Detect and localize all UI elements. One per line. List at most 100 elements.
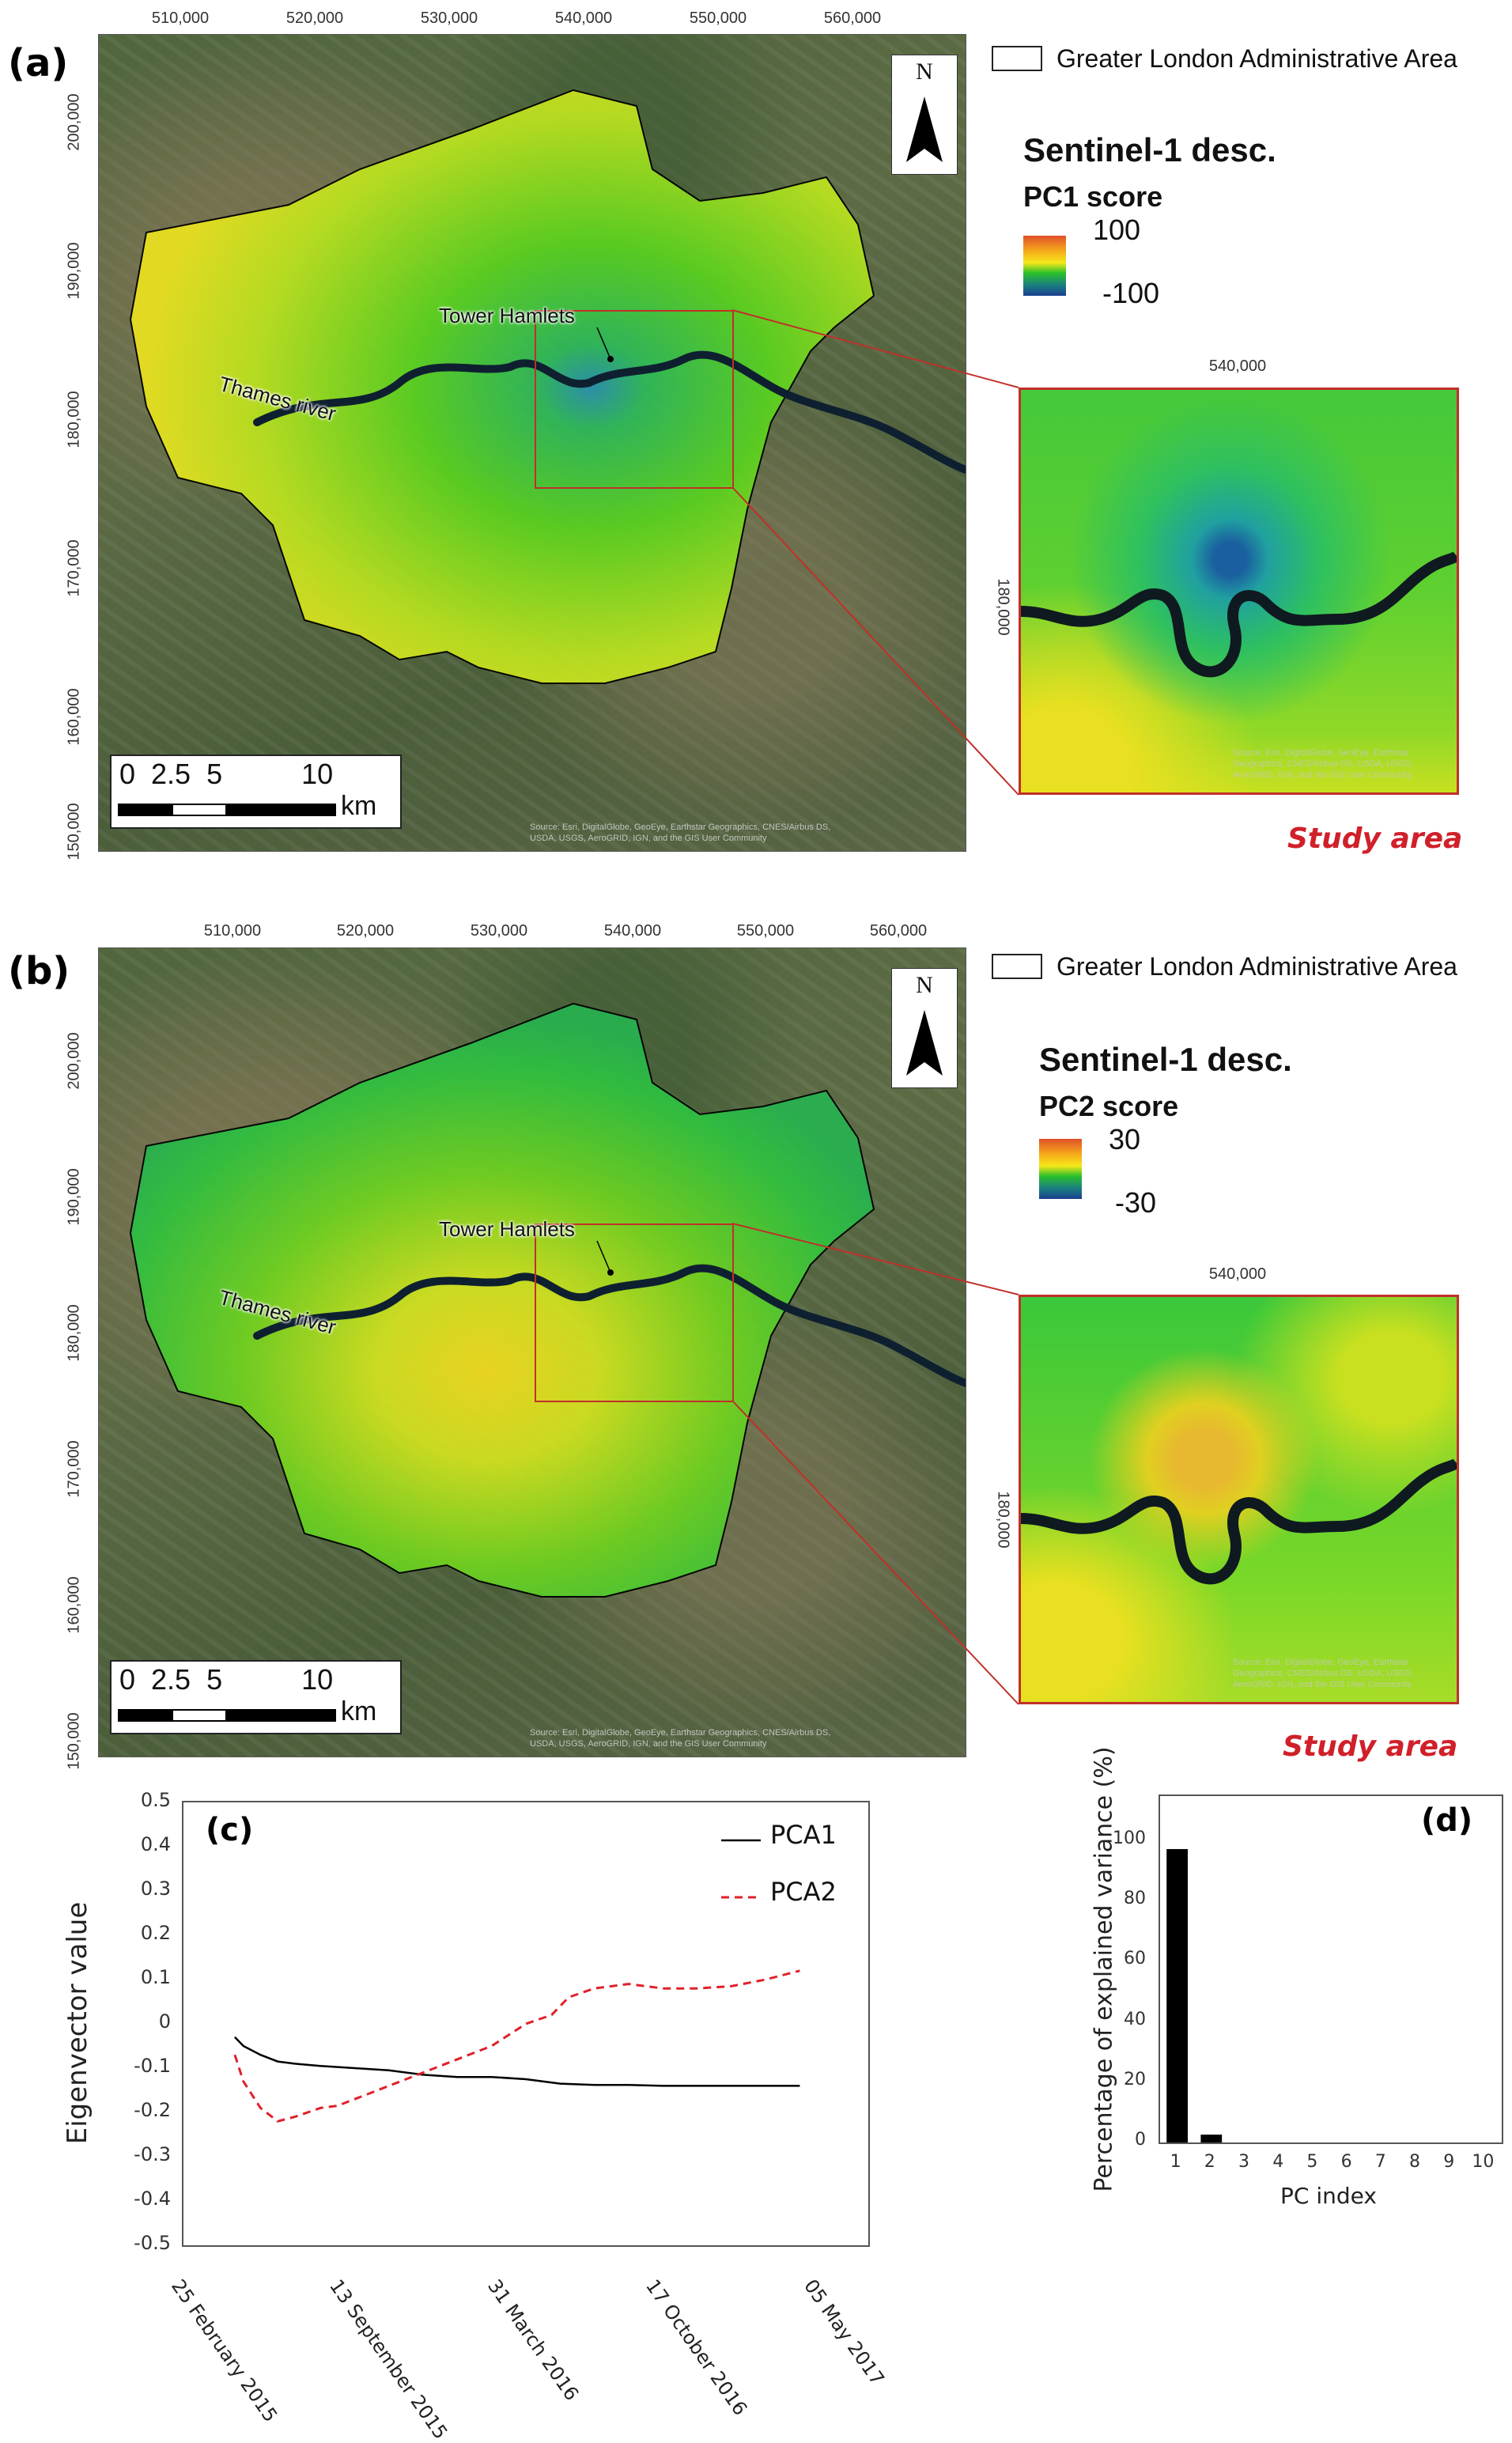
north-arrow: N	[891, 968, 958, 1088]
scalebar-segment	[225, 804, 336, 816]
ramp-min: -100	[1102, 277, 1160, 309]
legend-pca1-line-icon	[721, 1839, 761, 1842]
y-tick: 60	[1124, 1949, 1146, 1969]
y-tick: 0	[1135, 2130, 1146, 2150]
study-area-caption: Study area	[1287, 823, 1463, 855]
tower-hamlets-label: Tower Hamlets	[439, 304, 575, 327]
y-tick: -0.2	[134, 2099, 171, 2121]
scalebar-unit: km	[341, 1696, 377, 1726]
legend-title: Sentinel-1 desc.	[1023, 131, 1276, 168]
inset-b: Source: Esri, DigitalGlobe, GeoEye, Eart…	[1019, 1295, 1459, 1704]
y-tick: 20	[1124, 2069, 1146, 2089]
x-tick: 560,000	[869, 922, 928, 940]
x-tick: 1	[1170, 2152, 1181, 2172]
y-tick: -0.3	[134, 2143, 171, 2165]
x-tick: 6	[1340, 2152, 1352, 2172]
y-axis-title: Percentage of explained variance (%)	[1090, 1746, 1118, 2192]
inset-x-tick: 540,000	[1208, 1265, 1267, 1283]
inset-x-tick: 540,000	[1208, 357, 1267, 375]
map-b: Tower Hamlets Thames river N 0 2.5 5 10 …	[98, 947, 966, 1757]
legend-pca2: PCA2	[770, 1877, 837, 1907]
attribution-line: USDA, USGS, AeroGRID, IGN, and the GIS U…	[530, 834, 767, 843]
inset-attribution: Source: Esri, DigitalGlobe, GeoEye, Eart…	[1233, 748, 1414, 780]
scalebar-numbers: 0 2.5 5 10	[119, 1663, 334, 1696]
y-tick: 0.5	[140, 1789, 171, 1811]
y-tick: 40	[1124, 2009, 1146, 2029]
panel-b-label: (b)	[8, 949, 70, 993]
north-letter: N	[916, 59, 933, 85]
map-attribution: Source: Esri, DigitalGlobe, GeoEye, Eart…	[530, 1727, 830, 1749]
boundary-legend-swatch	[992, 954, 1042, 979]
north-arrow: N	[891, 55, 958, 175]
y-tick: 0.4	[140, 1833, 171, 1855]
x-tick: 2	[1204, 2152, 1215, 2172]
y-tick: 80	[1124, 1889, 1146, 1909]
inset-y-tick: 180,000	[994, 1491, 1012, 1549]
x-tick: 530,000	[420, 9, 478, 27]
london-boundary-a	[129, 89, 966, 684]
x-tick: 540,000	[554, 9, 613, 27]
tower-hamlets-label: Tower Hamlets	[439, 1217, 575, 1241]
x-tick: 9	[1443, 2152, 1455, 2172]
series-pca1	[234, 2036, 800, 2087]
panel-d-label: (d)	[1421, 1802, 1473, 1839]
attribution-line: Source: Esri, DigitalGlobe, GeoEye, Eart…	[530, 1728, 831, 1738]
x-tick: 530,000	[470, 922, 528, 940]
x-tick: 550,000	[736, 922, 795, 940]
x-tick: 550,000	[689, 9, 747, 27]
y-axis-title: Eigenvector value	[62, 1901, 93, 2145]
legend-pca2-line-icon	[721, 1896, 761, 1899]
x-tick: 5	[1306, 2152, 1318, 2172]
bar	[1166, 1849, 1188, 2142]
legend-title: Sentinel-1 desc.	[1039, 1041, 1292, 1078]
attribution-line: USDA, USGS, AeroGRID, IGN, and the GIS U…	[530, 1739, 767, 1749]
y-tick: -0.1	[134, 2055, 171, 2077]
x-tick: 3	[1238, 2152, 1249, 2172]
scalebar: 0 2.5 5 10 km	[110, 754, 402, 829]
x-tick: 510,000	[151, 9, 210, 27]
inset-attribution: Source: Esri, DigitalGlobe, GeoEye, Eart…	[1233, 1658, 1414, 1689]
series-pca2	[233, 1969, 800, 2123]
x-tick: 540,000	[603, 922, 662, 940]
panel-c-label: (c)	[206, 1812, 254, 1848]
scalebar-numbers: 0 2.5 5 10	[119, 758, 334, 790]
ramp-min: -30	[1115, 1186, 1157, 1219]
x-tick: 10	[1472, 2152, 1495, 2172]
panel-a-label: (a)	[8, 41, 69, 85]
inset-river	[1021, 551, 1457, 678]
plot-area: (c) PCA1 PCA2	[182, 1801, 870, 2247]
scalebar-unit: km	[341, 791, 377, 821]
y-tick: 100	[1113, 1828, 1146, 1849]
x-tick: 520,000	[336, 922, 395, 940]
map-attribution: Source: Esri, DigitalGlobe, GeoEye, Eart…	[530, 822, 830, 844]
legend-subtitle: PC1 score	[1023, 180, 1163, 213]
x-tick: 4	[1272, 2152, 1284, 2172]
y-tick: 0	[158, 2010, 171, 2033]
inset-a: Source: Esri, DigitalGlobe, GeoEye, Eart…	[1019, 388, 1459, 795]
map-a: Tower Hamlets Thames river N 0 2.5 5 10 …	[98, 34, 966, 852]
london-boundary-b	[129, 1002, 966, 1598]
x-tick: 520,000	[285, 9, 344, 27]
x-tick: 560,000	[823, 9, 882, 27]
scalebar-segment	[225, 1709, 336, 1722]
x-axis-title: PC index	[1280, 2183, 1377, 2209]
ramp-max: 100	[1093, 214, 1141, 246]
x-tick: 510,000	[203, 922, 262, 940]
ramp-max: 30	[1109, 1123, 1141, 1155]
y-tick: -0.5	[134, 2232, 171, 2254]
x-tick: 8	[1409, 2152, 1420, 2172]
attribution-line: Source: Esri, DigitalGlobe, GeoEye, Eart…	[530, 823, 831, 832]
north-letter: N	[916, 972, 933, 998]
inset-river	[1021, 1458, 1457, 1585]
x-tick: 7	[1374, 2152, 1386, 2172]
north-arrow-icon	[906, 1010, 943, 1076]
scalebar: 0 2.5 5 10 km	[110, 1660, 402, 1734]
plot-area: (d)	[1159, 1794, 1503, 2144]
color-ramp	[1039, 1139, 1082, 1199]
boundary-legend-label: Greater London Administrative Area	[1057, 44, 1457, 73]
legend-subtitle: PC2 score	[1039, 1090, 1179, 1122]
y-tick: -0.4	[134, 2188, 171, 2210]
boundary-legend-label: Greater London Administrative Area	[1057, 952, 1457, 981]
